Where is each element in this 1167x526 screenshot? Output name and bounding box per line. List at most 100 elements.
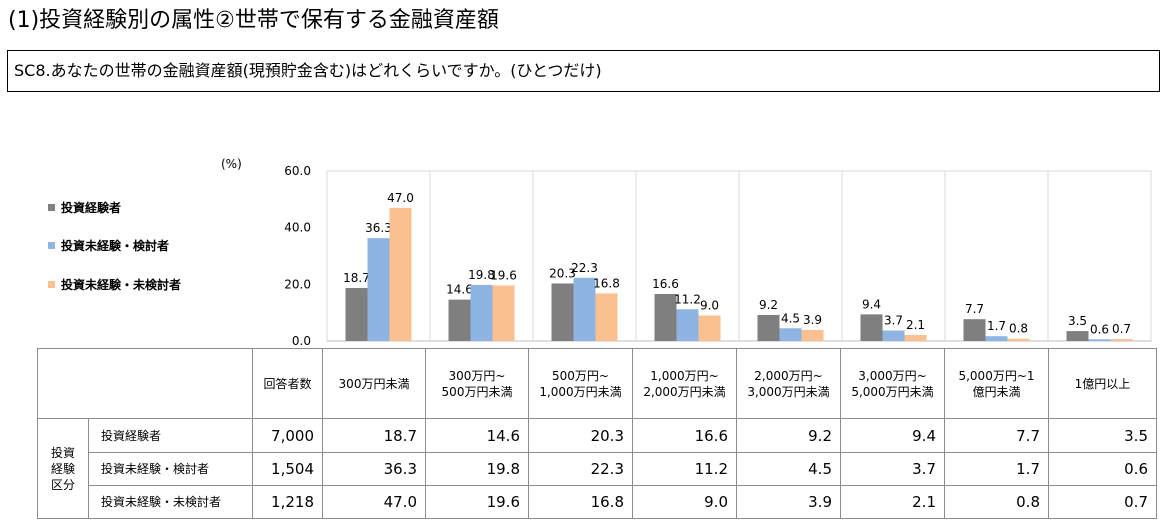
bar-value-label: 11.2 <box>674 292 701 306</box>
bar-value-label: 20.3 <box>549 266 576 280</box>
legend-swatch <box>48 280 55 288</box>
bar-value-label: 14.6 <box>446 283 473 297</box>
table-header-row: 回答者数 300万円未満 300万円~ 500万円未満 500万円~ 1,000万円未満 1… <box>37 347 1157 420</box>
bar <box>904 335 927 341</box>
table-cell: 14.6 <box>425 418 529 453</box>
bar <box>367 238 390 341</box>
y-tick-label: 0.0 <box>292 334 311 348</box>
bar-chart: 0.0 20.0 40.0 60.0 18.7 36.3 47.0 14.619.819.6 2… <box>284 164 1152 348</box>
table-corner-cell <box>37 347 253 420</box>
table-cell: 11.2 <box>632 451 737 486</box>
legend-swatch <box>48 203 55 211</box>
bar <box>448 299 471 341</box>
row-label: 投資未経験・未検討者 <box>88 484 253 520</box>
legend-item: 投資未経験・未検討者 <box>48 276 181 292</box>
legend-item: 投資未経験・検討者 <box>48 237 169 253</box>
bar <box>389 207 412 341</box>
bar <box>1007 338 1030 341</box>
bar <box>345 288 368 341</box>
bar-value-label: 19.8 <box>468 268 495 282</box>
bar-value-label: 0.6 <box>1090 322 1109 336</box>
y-tick-label: 60.0 <box>284 164 311 178</box>
y-axis-unit-label: (%) <box>221 157 242 171</box>
bar-value-label: 2.1 <box>906 318 925 332</box>
bar-value-label: 9.0 <box>700 299 719 313</box>
respondents-cell: 1,218 <box>252 484 323 520</box>
bar-value-label: 7.7 <box>965 302 984 316</box>
bar-value-label: 16.6 <box>652 277 679 291</box>
row-group-label: 投資 経験 区分 <box>37 418 89 519</box>
bar-value-label: 3.5 <box>1068 314 1087 328</box>
table-row: 投資未経験・検討者 1,504 36.3 19.8 22.3 11.2 4.5 3.7 1.7 0… <box>38 451 1157 486</box>
bar-value-label: 19.6 <box>490 268 517 282</box>
row-label: 投資経験者 <box>88 418 253 453</box>
bar <box>860 314 883 341</box>
table-cell: 2.1 <box>840 484 945 520</box>
table-cell: 9.2 <box>736 418 841 453</box>
table-cell: 4.5 <box>736 451 841 486</box>
table-cell: 16.6 <box>632 418 737 453</box>
table-cell: 3.7 <box>840 451 945 486</box>
column-header: 1億円以上 <box>1048 347 1157 420</box>
question-box: SC8.あなたの世帯の金融資産額(現預貯金含む)はどれくらいですか。(ひとつだけ… <box>7 50 1160 92</box>
table-row: 投資 経験 区分 投資経験者 7,000 18.7 14.6 20.3 16.6 9.2 9.4 7.… <box>37 418 1157 519</box>
table-cell: 16.8 <box>528 484 633 520</box>
table-row: 投資未経験・未検討者 1,218 47.0 19.6 16.8 9.0 3.9 2.1 0.8 0… <box>38 484 1157 520</box>
table-cell: 0.6 <box>1048 451 1157 486</box>
respondents-cell: 1,504 <box>252 451 323 486</box>
bar <box>595 293 618 341</box>
table-cell: 19.8 <box>425 451 529 486</box>
legend-label: 投資未経験・検討者 <box>61 238 170 253</box>
column-header-respondents: 回答者数 <box>252 347 323 420</box>
column-header: 500万円~ 1,000万円未満 <box>528 347 633 420</box>
bar-value-label: 4.5 <box>781 311 800 325</box>
column-header: 3,000万円~ 5,000万円未満 <box>840 347 945 420</box>
bar-value-label: 16.8 <box>593 276 620 290</box>
legend-swatch <box>48 241 55 249</box>
table-cell: 9.4 <box>840 418 945 453</box>
table-cell: 19.6 <box>425 484 529 520</box>
bar <box>757 314 780 341</box>
table-cell: 20.3 <box>528 418 633 453</box>
table-cell: 0.8 <box>944 484 1049 520</box>
table-cell: 7.7 <box>944 418 1049 453</box>
bar <box>779 328 802 341</box>
column-header: 300万円~ 500万円未満 <box>425 347 529 420</box>
bar-value-label: 9.2 <box>759 298 778 312</box>
bar <box>882 330 905 341</box>
table-cell: 3.9 <box>736 484 841 520</box>
bar <box>470 284 493 341</box>
bar <box>676 309 699 341</box>
table-cell: 1.7 <box>944 451 1049 486</box>
table-cell: 9.0 <box>632 484 737 520</box>
table-cell: 0.7 <box>1048 484 1157 520</box>
bar <box>963 319 986 341</box>
bar-value-label: 9.4 <box>862 297 881 311</box>
legend-item: 投資経験者 <box>48 199 121 215</box>
bar <box>492 285 515 341</box>
bar-value-label: 22.3 <box>571 261 598 275</box>
bar-value-label: 3.7 <box>884 314 903 328</box>
table-cell: 47.0 <box>322 484 426 520</box>
y-tick-label: 40.0 <box>284 221 311 235</box>
column-header: 1,000万円~ 2,000万円未満 <box>632 347 737 420</box>
bar <box>1110 339 1133 341</box>
row-label: 投資未経験・検討者 <box>88 451 253 486</box>
column-header: 2,000万円~ 3,000万円未満 <box>736 347 841 420</box>
page-title: (1)投資経験別の属性②世帯で保有する金融資産額 <box>8 8 499 33</box>
bar-value-label: 1.7 <box>987 319 1006 333</box>
bar <box>551 283 574 341</box>
bar <box>654 293 677 341</box>
y-tick-label: 20.0 <box>284 277 311 291</box>
respondents-cell: 7,000 <box>252 418 323 453</box>
table-cell: 36.3 <box>322 451 426 486</box>
bar <box>698 315 721 341</box>
table-cell: 22.3 <box>528 451 633 486</box>
column-header: 300万円未満 <box>322 347 426 420</box>
bar-value-label: 18.7 <box>343 271 370 285</box>
bar <box>573 277 596 341</box>
data-table: 回答者数 300万円未満 300万円~ 500万円未満 500万円~ 1,000万円未満 1… <box>37 347 1157 520</box>
bar <box>801 329 824 341</box>
bar-value-label: 0.7 <box>1112 322 1131 336</box>
bar-value-label: 36.3 <box>365 221 392 235</box>
